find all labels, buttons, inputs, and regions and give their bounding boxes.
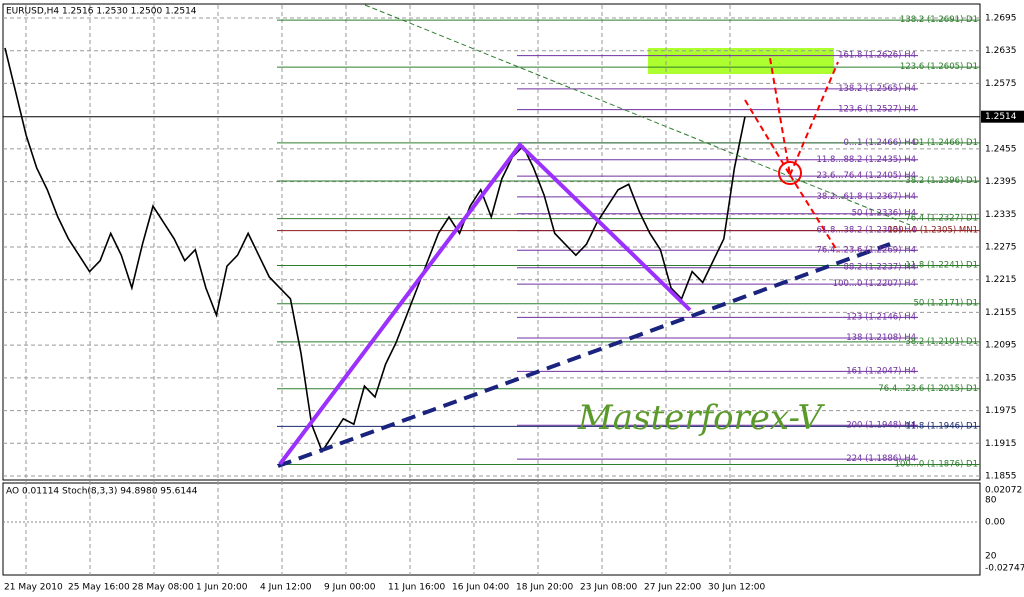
fib-label: 100...0 (1.2305) MN1 (887, 226, 978, 236)
date-label: 28 May 08:00 (132, 583, 194, 593)
indicator-tick-label: -0.02747 (985, 564, 1024, 574)
main-frame (2, 3, 981, 481)
fib-label: 38.2 (1.2396) D1 (905, 176, 978, 186)
indicator-tick-label: 0.02072 (985, 486, 1022, 496)
fib-label: 61.8...38.2 (1.2305) H4 (816, 226, 916, 236)
marker-circle (778, 161, 802, 185)
date-label: 27 Jun 22:00 (644, 583, 701, 593)
fib-label: D1 (1.2466) D1 (912, 138, 978, 148)
date-label: 25 May 16:00 (68, 583, 130, 593)
fib-label: 11.8...88.2 (1.2435) H4 (816, 155, 916, 165)
date-label: 9 Jun 00:00 (324, 583, 376, 593)
fib-label: 123.6 (1.2605) D1 (900, 62, 978, 72)
price-tick-label: 1.2155 (985, 308, 1017, 318)
current-price-box (981, 110, 1024, 123)
fib-label: 76.4...23.6 (1.2015) D1 (878, 384, 978, 394)
date-label: 21 May 2010 (4, 583, 63, 593)
fib-label: 138.2 (1.2565) H4 (838, 84, 916, 94)
zigzag (278, 141, 692, 466)
watermark: Masterforex-V (577, 398, 826, 438)
date-label: 11 Jun 16:00 (388, 583, 445, 593)
fib-label: 161.8 (1.2626) H4 (838, 51, 916, 61)
price-tick-label: 1.2635 (985, 46, 1017, 56)
fib-label: 100...0 (1.2207) H4 (833, 279, 916, 289)
fib-label: 200 (1.1948) H4 (846, 420, 916, 430)
price-tick-label: 1.2335 (985, 210, 1017, 220)
indicator-title: AO 0.01114 Stoch(8,3,3) 94.8980 95.6144 (6, 487, 198, 497)
price-tick-label: 1.2215 (985, 275, 1017, 285)
price-line (4, 47, 746, 454)
indicator-tick-label: 20 (985, 552, 997, 562)
date-label: 23 Jun 08:00 (580, 583, 637, 593)
fib-label: 50 (1.2171) D1 (913, 299, 978, 309)
fib-label: 38.2...61.8 (1.2367) H4 (816, 192, 916, 202)
fib-label: 161 (1.2047) H4 (846, 366, 916, 376)
fib-label: 76.4 (1.2327) D1 (905, 214, 978, 224)
fib-label: 88.2 (1.2237) H4 (843, 263, 916, 273)
target-zone (648, 48, 834, 74)
date-label: 30 Jun 12:00 (708, 583, 765, 593)
price-tick-label: 1.2275 (985, 243, 1017, 253)
fib-label: 50 (1.2336) H4 (852, 209, 916, 219)
fib-label: 224 (1.1886) H4 (846, 454, 916, 464)
arrow-up (789, 61, 839, 176)
current-price-label: 1.2514 (985, 112, 1017, 122)
price-tick-label: 1.2095 (985, 341, 1017, 351)
fib-label: 23.6...76.4 (1.2405) H4 (816, 171, 916, 181)
price-tick-label: 1.2035 (985, 373, 1017, 383)
arrow-down (789, 174, 839, 253)
channel-line (364, 4, 911, 226)
date-label: 1 Jun 20:00 (196, 583, 248, 593)
fib-label: 138 (1.2108) H4 (846, 333, 916, 343)
chart-title: EURUSD,H4 1.2516 1.2530 1.2500 1.2514 (6, 7, 197, 17)
date-label: 18 Jun 20:00 (516, 583, 573, 593)
date-label: 4 Jun 12:00 (260, 583, 312, 593)
indicator-tick-label: 0.00 (985, 518, 1005, 528)
fib-label: 76.4...23.6 (1.2269) H4 (816, 245, 916, 255)
price-tick-label: 1.2395 (985, 177, 1017, 187)
price-tick-label: 1.1915 (985, 439, 1017, 449)
price-tick-label: 1.1975 (985, 406, 1017, 416)
fib-label: 38.2 (1.2101) D1 (905, 337, 978, 347)
price-tick-label: 1.2455 (985, 144, 1017, 154)
fib-label: 100...0 (1.1876) D1 (895, 460, 978, 470)
sub-frame (2, 482, 981, 576)
fib-label: 0...1 (1.2466) H4 (844, 138, 917, 148)
fib-label: 138.2 (1.2691) D1 (900, 15, 978, 25)
fib-label: 11.8 (1.1946) D1 (905, 421, 978, 431)
fib-label: 123.6 (1.2527) H4 (838, 105, 916, 115)
fib-label: -123 (1.2146) H4 (843, 312, 916, 322)
date-label: 16 Jun 04:00 (452, 583, 509, 593)
price-tick-label: 1.2695 (985, 14, 1017, 24)
price-tick-label: 1.1855 (985, 472, 1017, 482)
indicator-tick-label: 80 (985, 496, 997, 506)
fib-label: 11.8 (1.2241) D1 (905, 261, 978, 271)
price-tick-label: 1.2575 (985, 79, 1017, 89)
